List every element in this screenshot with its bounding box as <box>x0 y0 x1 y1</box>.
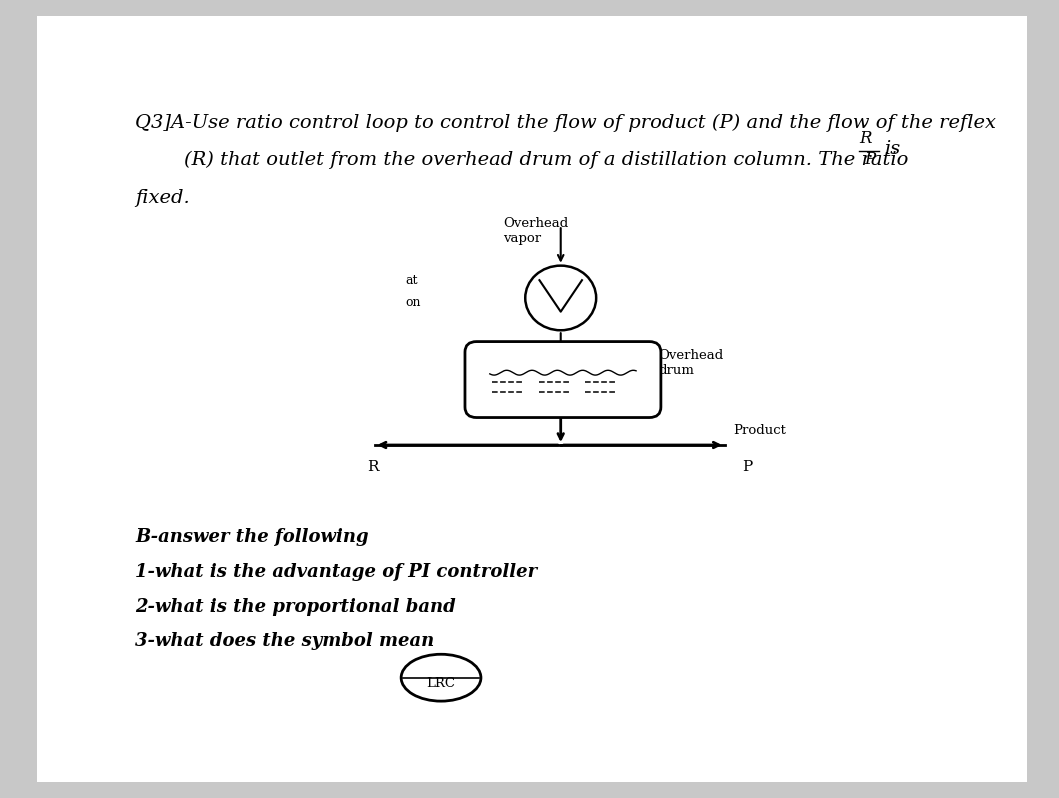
Text: on: on <box>406 296 421 310</box>
Text: 3-what does the symbol mean: 3-what does the symbol mean <box>136 633 434 650</box>
Text: LRC: LRC <box>427 677 455 689</box>
Text: R: R <box>367 460 379 473</box>
Text: Q3]A-Use ratio control loop to control the flow of product (P) and the flow of t: Q3]A-Use ratio control loop to control t… <box>136 114 997 132</box>
Text: P: P <box>742 460 753 473</box>
Text: 1-what is the advantage of PI controller: 1-what is the advantage of PI controller <box>136 563 537 581</box>
FancyBboxPatch shape <box>465 342 661 417</box>
Text: fixed.: fixed. <box>136 189 190 207</box>
Text: Product: Product <box>734 424 787 437</box>
Text: P: P <box>864 151 875 168</box>
Text: Overhead
drum: Overhead drum <box>659 349 723 377</box>
Text: B-answer the following: B-answer the following <box>136 528 369 546</box>
Text: R: R <box>860 130 872 147</box>
Text: is: is <box>884 140 900 158</box>
Text: Overhead
vapor: Overhead vapor <box>503 217 569 245</box>
FancyBboxPatch shape <box>37 16 1027 782</box>
Text: 2-what is the proportional band: 2-what is the proportional band <box>136 598 456 616</box>
Text: at: at <box>406 274 418 286</box>
Text: (R) that outlet from the overhead drum of a distillation column. The ratio: (R) that outlet from the overhead drum o… <box>184 151 909 169</box>
